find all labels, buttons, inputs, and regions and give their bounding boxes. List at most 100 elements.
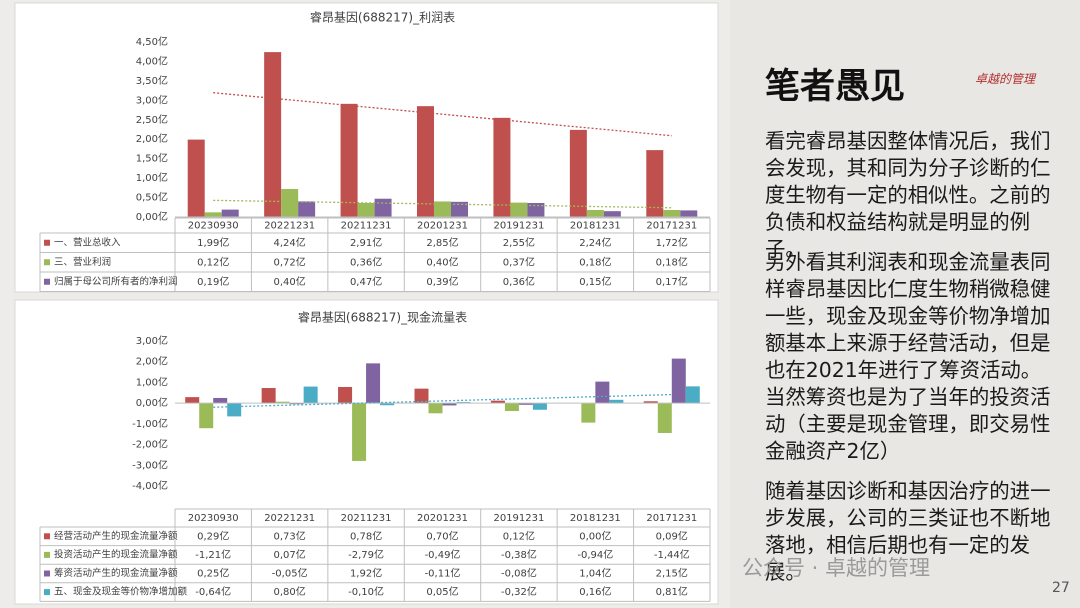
legend-swatch xyxy=(44,589,50,596)
data-label: 0,80亿 xyxy=(274,585,306,598)
paragraph: 看完睿昂基因整体情况后，我们会发现，其和同为分子诊断的仁度生物有一定的相似性。之… xyxy=(765,129,1051,261)
trendline xyxy=(213,393,672,408)
y-tick-label: -4,00亿 xyxy=(132,479,168,492)
page-number: 27 xyxy=(1052,580,1070,596)
bar xyxy=(657,403,672,433)
bar xyxy=(510,202,528,217)
bar xyxy=(532,403,547,410)
x-tick-label: 20171231 xyxy=(646,221,697,232)
y-tick-label: 4,50亿 xyxy=(136,35,168,48)
bar xyxy=(303,386,318,404)
chart-area: 睿昂基因(688217)_利润表 0,00亿 0,50亿 1,00亿 1,50亿 2,00… xyxy=(14,2,719,605)
data-label: 0,37亿 xyxy=(503,255,535,268)
x-tick-label: 20191231 xyxy=(493,513,544,524)
bar xyxy=(518,403,533,405)
bar xyxy=(414,388,429,404)
y-tick-label: 0,00亿 xyxy=(136,210,168,223)
legend-label: 投资活动产生的现金流量净额 xyxy=(54,548,178,560)
bar xyxy=(586,210,604,217)
logo: 卓越的管理 xyxy=(975,72,1036,86)
y-tick-label: -2,00亿 xyxy=(132,438,168,451)
bar xyxy=(185,397,200,404)
bar xyxy=(221,209,239,217)
legend-label: 五、现金及现金等价物净增加额 xyxy=(54,586,188,598)
data-label: 0,81亿 xyxy=(656,585,688,598)
bar xyxy=(298,201,316,217)
legend-swatch xyxy=(44,533,50,540)
x-tick-label: 20211231 xyxy=(341,513,392,524)
paragraph: 随着基因诊断和基因治疗的进一步发展，公司的三类证也不断地落地，相信后期也有一定的… xyxy=(765,479,1051,584)
bar xyxy=(442,403,457,406)
bar xyxy=(187,139,205,217)
data-label: 0,29亿 xyxy=(197,529,229,542)
legend-swatch xyxy=(44,570,50,577)
data-label: 0,47亿 xyxy=(350,275,382,288)
data-label: 2,15亿 xyxy=(656,567,688,580)
data-label: 0,15亿 xyxy=(579,275,611,288)
data-label: 1,92亿 xyxy=(350,567,382,580)
legend-label: 经营活动产生的现金流量净额 xyxy=(54,530,178,542)
data-label: -0,08亿 xyxy=(501,567,537,580)
chart-title: 睿昂基因(688217)_现金流量表 xyxy=(298,310,467,325)
x-tick-label: 20181231 xyxy=(570,513,621,524)
data-label: 0,05亿 xyxy=(426,585,458,598)
legend-swatch xyxy=(44,239,50,246)
y-tick-label: 3,00亿 xyxy=(136,93,168,106)
legend-label: 归属于母公司所有者的净利润 xyxy=(54,275,178,287)
data-label: 0,18亿 xyxy=(579,255,611,268)
data-label: 0,00亿 xyxy=(579,529,611,542)
data-label: 0,19亿 xyxy=(197,275,229,288)
data-label: 0,78亿 xyxy=(350,529,382,542)
bar xyxy=(204,212,222,217)
data-label: 0,07亿 xyxy=(274,548,306,561)
charts: 睿昂基因(688217)_利润表 0,00亿 0,50亿 1,00亿 1,50亿 2,00… xyxy=(14,2,719,605)
bar xyxy=(493,117,511,217)
bar xyxy=(428,403,443,414)
legend-swatch xyxy=(44,278,50,285)
bar xyxy=(685,386,700,404)
bar xyxy=(275,401,290,404)
x-tick-label: 20191231 xyxy=(493,221,544,232)
data-label: -0,10亿 xyxy=(348,585,384,598)
y-tick-label: 4,00亿 xyxy=(136,54,168,67)
data-label: 2,85亿 xyxy=(426,236,458,249)
data-label: -1,44亿 xyxy=(654,548,690,561)
bar xyxy=(581,403,596,423)
watermark: 公众号 · 卓越的管理 xyxy=(742,556,931,580)
legend-label: 三、营业利润 xyxy=(54,256,111,268)
data-label: 4,24亿 xyxy=(274,236,306,249)
legend-swatch xyxy=(44,259,50,266)
bar xyxy=(417,106,434,217)
data-label: -0,38亿 xyxy=(501,548,537,561)
data-label: -0,49亿 xyxy=(425,548,461,561)
data-label: -0,05亿 xyxy=(272,567,308,580)
x-tick-label: 20230930 xyxy=(188,513,239,524)
trendline xyxy=(213,92,672,137)
data-label: 0,72亿 xyxy=(274,255,306,268)
data-label: 0,17亿 xyxy=(656,275,688,288)
trendline xyxy=(213,199,672,209)
paragraph: 另外看其利润表和现金流量表同样睿昂基因比仁度生物稍微稳健一些，现金及现金等价物净… xyxy=(765,250,1051,463)
data-label: 2,24亿 xyxy=(579,236,611,249)
bar xyxy=(380,403,395,406)
bar xyxy=(646,150,664,217)
bar xyxy=(199,403,214,429)
bar xyxy=(595,381,610,404)
data-label: 0,40亿 xyxy=(274,275,306,288)
x-tick-label: 20201231 xyxy=(417,513,468,524)
data-label: 0,39亿 xyxy=(426,275,458,288)
bar xyxy=(357,203,375,217)
data-label: 0,09亿 xyxy=(656,529,688,542)
bar xyxy=(643,401,658,404)
y-tick-label: 0,00亿 xyxy=(136,396,168,409)
y-tick-label: -1,00亿 xyxy=(132,417,168,430)
data-label: 0,40亿 xyxy=(426,255,458,268)
bar xyxy=(281,189,299,217)
y-tick-label: 0,50亿 xyxy=(136,191,168,204)
bar xyxy=(261,388,276,404)
x-tick-label: 20171231 xyxy=(646,513,697,524)
bar xyxy=(227,403,242,417)
data-label: -2,79亿 xyxy=(348,548,384,561)
bar xyxy=(352,403,367,461)
bar xyxy=(366,363,381,404)
